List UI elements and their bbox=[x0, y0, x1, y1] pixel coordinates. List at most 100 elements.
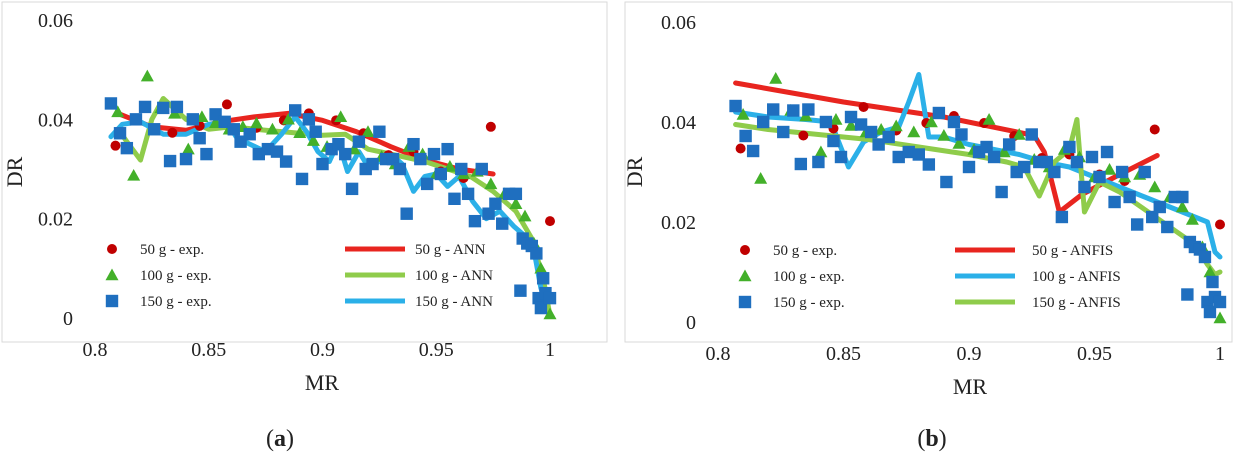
data-point bbox=[739, 129, 752, 143]
data-point bbox=[829, 113, 843, 125]
data-point bbox=[1018, 160, 1031, 174]
legend-marker bbox=[738, 269, 752, 282]
data-point bbox=[767, 103, 780, 116]
y-axis-label: DR bbox=[622, 156, 647, 187]
data-point bbox=[373, 125, 386, 138]
legend-marker bbox=[105, 294, 119, 308]
legend-label: 50 g - exp. bbox=[773, 243, 837, 259]
data-point bbox=[485, 121, 496, 132]
data-point bbox=[736, 108, 750, 120]
legend: 50 g - exp. 100 g - exp. 150 g - exp. 50 g … bbox=[105, 242, 493, 310]
data-point bbox=[393, 162, 407, 176]
data-point bbox=[475, 162, 488, 176]
caption-letter: a bbox=[274, 426, 286, 452]
data-point bbox=[844, 110, 858, 124]
x-tick-label: 0.85 bbox=[191, 339, 226, 361]
data-point bbox=[1153, 200, 1166, 214]
data-point bbox=[227, 123, 240, 136]
data-point bbox=[1215, 219, 1225, 230]
data-point bbox=[270, 145, 284, 158]
data-point bbox=[468, 214, 482, 228]
data-point bbox=[1093, 170, 1106, 184]
data-point bbox=[509, 197, 523, 209]
data-point bbox=[407, 137, 420, 151]
data-point bbox=[193, 132, 206, 145]
caption-open: ( bbox=[917, 426, 925, 452]
data-point bbox=[293, 126, 307, 138]
data-point bbox=[1100, 145, 1114, 159]
data-point bbox=[746, 144, 760, 158]
data-point bbox=[864, 125, 878, 139]
data-point bbox=[952, 137, 966, 149]
data-point bbox=[448, 192, 461, 205]
data-point bbox=[787, 104, 800, 117]
data-point bbox=[400, 207, 413, 220]
legend-label: 100 g - ANN bbox=[415, 268, 493, 284]
y-tick-label: 0.06 bbox=[661, 12, 696, 34]
data-point bbox=[461, 187, 475, 201]
data-point bbox=[1213, 295, 1227, 309]
data-point bbox=[932, 106, 946, 120]
data-point bbox=[536, 272, 550, 285]
data-point bbox=[352, 135, 366, 148]
data-point bbox=[1138, 165, 1151, 179]
data-point bbox=[120, 141, 134, 155]
data-point bbox=[361, 125, 375, 137]
data-point bbox=[1040, 155, 1054, 169]
data-point bbox=[1048, 165, 1061, 179]
x-tick-label: 0.9 bbox=[957, 343, 982, 365]
data-point bbox=[1185, 213, 1199, 225]
data-point bbox=[882, 130, 895, 144]
data-point bbox=[420, 177, 434, 191]
legend-label: 150 g - exp. bbox=[140, 294, 212, 310]
data-point bbox=[482, 207, 495, 220]
data-point bbox=[157, 101, 170, 115]
x-tick-label: 0.8 bbox=[706, 343, 731, 365]
y-tick-label: 0.04 bbox=[661, 112, 696, 134]
data-point bbox=[534, 301, 548, 315]
data-point bbox=[281, 112, 295, 125]
data-point bbox=[814, 145, 828, 158]
y-tick-label: 0.02 bbox=[38, 209, 73, 231]
data-point bbox=[181, 142, 195, 155]
data-point bbox=[1148, 180, 1162, 193]
x-tick-label: 1 bbox=[545, 339, 555, 361]
data-point bbox=[289, 104, 302, 117]
data-point bbox=[543, 307, 557, 320]
data-point bbox=[729, 99, 742, 113]
data-point bbox=[509, 187, 523, 201]
data-point bbox=[1203, 305, 1217, 319]
data-point bbox=[962, 160, 976, 174]
y-tick-label: 0 bbox=[63, 308, 73, 330]
x-axis-label: MR bbox=[305, 370, 340, 395]
data-point bbox=[997, 145, 1011, 158]
data-point bbox=[167, 127, 178, 138]
data-point bbox=[1025, 128, 1038, 141]
data-point bbox=[534, 261, 548, 274]
x-tick-label: 0.85 bbox=[826, 343, 861, 365]
data-point bbox=[1161, 220, 1174, 234]
data-point bbox=[489, 197, 502, 210]
data-point bbox=[1203, 265, 1217, 278]
data-point bbox=[113, 127, 127, 140]
data-point bbox=[1108, 195, 1121, 209]
x-tick-label: 0.9 bbox=[310, 339, 335, 361]
data-point bbox=[1115, 165, 1129, 179]
data-point bbox=[514, 284, 527, 297]
legend-marker bbox=[738, 295, 752, 309]
data-point bbox=[987, 150, 1001, 164]
data-point bbox=[316, 157, 329, 171]
panel-a: 0 0.02 0.04 0.06 0.8 0.85 0.9 0.95 1 DR MR (a) 50 g … bbox=[1, 1, 608, 452]
data-point bbox=[1085, 150, 1099, 164]
y-tick-label: 0.02 bbox=[661, 212, 696, 234]
data-point bbox=[386, 152, 400, 166]
legend: 50 g - exp. 100 g - exp. 150 g - exp. 50 g … bbox=[738, 243, 1121, 311]
y-axis-label: DR bbox=[2, 156, 27, 187]
data-point bbox=[414, 152, 427, 166]
legend-label: 150 g - exp. bbox=[773, 295, 845, 311]
y-tick-label: 0 bbox=[686, 312, 696, 334]
series-points-150-g-exp- bbox=[729, 99, 1227, 319]
data-point bbox=[922, 158, 936, 171]
x-tick-label: 0.95 bbox=[1077, 343, 1112, 365]
